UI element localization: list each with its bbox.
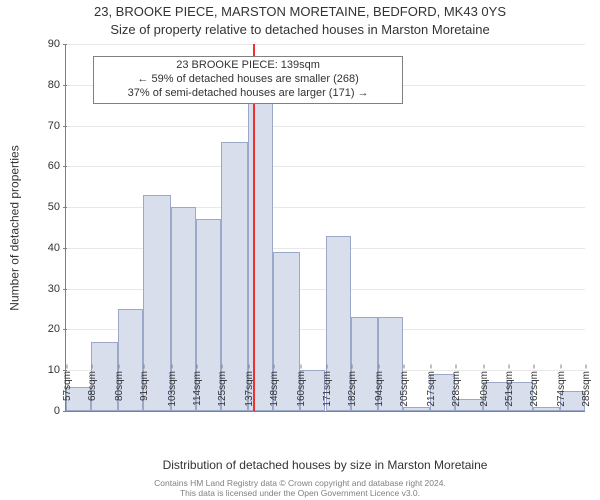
x-tick-label: 171sqm [322, 371, 333, 415]
y-tick-label: 60 [32, 160, 66, 172]
y-axis-label-text: Number of detached properties [8, 145, 22, 310]
gridline [66, 126, 585, 127]
y-tick-label: 10 [32, 364, 66, 376]
y-tick-label: 20 [32, 323, 66, 335]
footer-line2: This data is licensed under the Open Gov… [180, 488, 420, 498]
y-tick-label: 30 [32, 283, 66, 295]
x-tick-label: 148sqm [269, 371, 280, 415]
x-tick-label: 103sqm [167, 371, 178, 415]
y-tick-label: 90 [32, 38, 66, 50]
x-tick-label: 251sqm [504, 371, 515, 415]
x-tick-label: 262sqm [529, 371, 540, 415]
chart-container: 23, BROOKE PIECE, MARSTON MORETAINE, BED… [0, 0, 600, 500]
y-tick-label: 80 [32, 79, 66, 91]
x-tick-label: 205sqm [399, 371, 410, 415]
chart-title-line2: Size of property relative to detached ho… [0, 22, 600, 37]
footer-line1: Contains HM Land Registry data © Crown c… [154, 478, 446, 488]
x-tick-label: 160sqm [296, 371, 307, 415]
x-tick-label: 80sqm [114, 371, 125, 415]
annotation-line: ← 59% of detached houses are smaller (26… [100, 73, 396, 87]
x-axis-label: Distribution of detached houses by size … [65, 458, 585, 472]
x-tick-label: 114sqm [192, 371, 203, 415]
x-tick-label: 57sqm [62, 371, 73, 415]
annotation-line: 23 BROOKE PIECE: 139sqm [100, 59, 396, 73]
x-tick-label: 217sqm [426, 371, 437, 415]
y-tick-label: 70 [32, 120, 66, 132]
y-tick-label: 40 [32, 242, 66, 254]
chart-title-line1: 23, BROOKE PIECE, MARSTON MORETAINE, BED… [0, 4, 600, 19]
x-tick-label: 125sqm [217, 371, 228, 415]
gridline [66, 44, 585, 45]
x-tick-label: 274sqm [556, 371, 567, 415]
x-tick-label: 240sqm [479, 371, 490, 415]
x-tick-label: 194sqm [374, 371, 385, 415]
footer-attribution: Contains HM Land Registry data © Crown c… [0, 478, 600, 498]
y-axis-label: Number of detached properties [8, 44, 22, 412]
x-tick-label: 228sqm [451, 371, 462, 415]
y-tick-label: 0 [32, 405, 66, 417]
plot-area: 010203040506070809057sqm68sqm80sqm91sqm1… [65, 44, 585, 412]
gridline [66, 166, 585, 167]
x-tick-label: 91sqm [139, 371, 150, 415]
x-tick-label: 68sqm [87, 371, 98, 415]
annotation-line: 37% of semi-detached houses are larger (… [100, 87, 396, 101]
x-tick-label: 182sqm [347, 371, 358, 415]
x-tick-label: 285sqm [581, 371, 592, 415]
y-tick-label: 50 [32, 201, 66, 213]
annotation-box: 23 BROOKE PIECE: 139sqm← 59% of detached… [93, 56, 403, 104]
